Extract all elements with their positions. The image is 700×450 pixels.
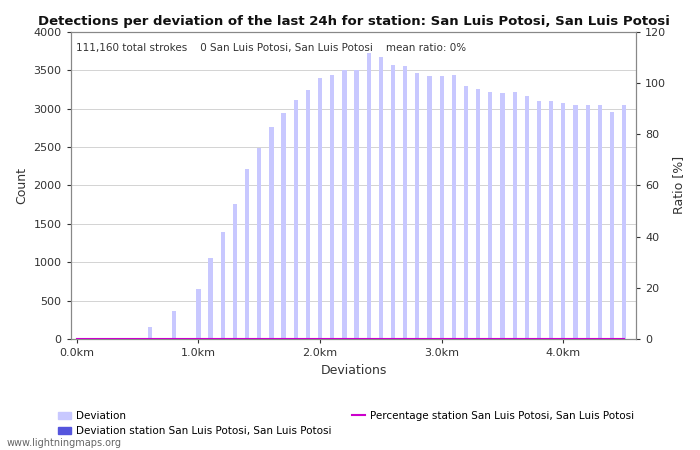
Percentage station San Luis Potosi, San Luis Potosi: [243, 336, 251, 342]
Bar: [622, 105, 626, 339]
Bar: [415, 73, 419, 339]
Percentage station San Luis Potosi, San Luis Potosi: [426, 336, 434, 342]
Bar: [610, 112, 614, 339]
Percentage station San Luis Potosi, San Luis Potosi: [340, 336, 349, 342]
Bar: [512, 92, 517, 339]
Percentage station San Luis Potosi, San Luis Potosi: [304, 336, 312, 342]
Bar: [561, 104, 566, 339]
Bar: [318, 78, 322, 339]
Bar: [172, 310, 176, 339]
Percentage station San Luis Potosi, San Luis Potosi: [255, 336, 263, 342]
Percentage station San Luis Potosi, San Luis Potosi: [365, 336, 373, 342]
Bar: [245, 169, 249, 339]
Bar: [293, 100, 298, 339]
Bar: [330, 75, 335, 339]
Bar: [598, 105, 602, 339]
Percentage station San Luis Potosi, San Luis Potosi: [121, 336, 130, 342]
Bar: [257, 148, 261, 339]
Percentage station San Luis Potosi, San Luis Potosi: [596, 336, 604, 342]
X-axis label: Deviations: Deviations: [321, 364, 386, 377]
Percentage station San Luis Potosi, San Luis Potosi: [583, 336, 592, 342]
Bar: [440, 76, 444, 339]
Percentage station San Luis Potosi, San Luis Potosi: [620, 336, 629, 342]
Percentage station San Luis Potosi, San Luis Potosi: [158, 336, 166, 342]
Bar: [500, 93, 505, 339]
Percentage station San Luis Potosi, San Luis Potosi: [498, 336, 507, 342]
Bar: [403, 67, 407, 339]
Percentage station San Luis Potosi, San Luis Potosi: [523, 336, 531, 342]
Bar: [270, 127, 274, 339]
Percentage station San Luis Potosi, San Luis Potosi: [170, 336, 178, 342]
Title: Detections per deviation of the last 24h for station: San Luis Potosi, San Luis : Detections per deviation of the last 24h…: [38, 15, 669, 28]
Percentage station San Luis Potosi, San Luis Potosi: [73, 336, 81, 342]
Bar: [281, 112, 286, 339]
Bar: [573, 105, 578, 339]
Percentage station San Luis Potosi, San Luis Potosi: [413, 336, 421, 342]
Percentage station San Luis Potosi, San Luis Potosi: [267, 336, 276, 342]
Percentage station San Luis Potosi, San Luis Potosi: [389, 336, 397, 342]
Bar: [549, 101, 553, 339]
Percentage station San Luis Potosi, San Luis Potosi: [97, 336, 105, 342]
Bar: [148, 327, 152, 339]
Percentage station San Luis Potosi, San Luis Potosi: [291, 336, 300, 342]
Percentage station San Luis Potosi, San Luis Potosi: [218, 336, 227, 342]
Text: www.lightningmaps.org: www.lightningmaps.org: [7, 438, 122, 448]
Percentage station San Luis Potosi, San Luis Potosi: [535, 336, 543, 342]
Bar: [525, 96, 529, 339]
Y-axis label: Ratio [%]: Ratio [%]: [672, 156, 685, 215]
Bar: [367, 54, 371, 339]
Percentage station San Luis Potosi, San Luis Potosi: [608, 336, 616, 342]
Percentage station San Luis Potosi, San Luis Potosi: [109, 336, 118, 342]
Bar: [585, 105, 590, 339]
Percentage station San Luis Potosi, San Luis Potosi: [401, 336, 410, 342]
Percentage station San Luis Potosi, San Luis Potosi: [146, 336, 154, 342]
Percentage station San Luis Potosi, San Luis Potosi: [316, 336, 324, 342]
Bar: [379, 57, 383, 339]
Percentage station San Luis Potosi, San Luis Potosi: [462, 336, 470, 342]
Percentage station San Luis Potosi, San Luis Potosi: [377, 336, 385, 342]
Percentage station San Luis Potosi, San Luis Potosi: [486, 336, 494, 342]
Y-axis label: Count: Count: [15, 167, 28, 204]
Percentage station San Luis Potosi, San Luis Potosi: [182, 336, 190, 342]
Percentage station San Luis Potosi, San Luis Potosi: [571, 336, 580, 342]
Legend: Deviation, Deviation station San Luis Potosi, San Luis Potosi, Percentage statio: Deviation, Deviation station San Luis Po…: [54, 407, 638, 440]
Bar: [220, 232, 225, 339]
Bar: [196, 289, 200, 339]
Percentage station San Luis Potosi, San Luis Potosi: [474, 336, 482, 342]
Bar: [452, 75, 456, 339]
Percentage station San Luis Potosi, San Luis Potosi: [194, 336, 202, 342]
Bar: [537, 101, 541, 339]
Percentage station San Luis Potosi, San Luis Potosi: [328, 336, 337, 342]
Percentage station San Luis Potosi, San Luis Potosi: [510, 336, 519, 342]
Percentage station San Luis Potosi, San Luis Potosi: [206, 336, 215, 342]
Bar: [354, 70, 358, 339]
Text: 111,160 total strokes    0 San Luis Potosi, San Luis Potosi    mean ratio: 0%: 111,160 total strokes 0 San Luis Potosi,…: [76, 43, 466, 53]
Bar: [476, 89, 480, 339]
Bar: [428, 76, 432, 339]
Percentage station San Luis Potosi, San Luis Potosi: [547, 336, 555, 342]
Bar: [488, 92, 493, 339]
Bar: [209, 257, 213, 339]
Bar: [464, 86, 468, 339]
Percentage station San Luis Potosi, San Luis Potosi: [352, 336, 361, 342]
Percentage station San Luis Potosi, San Luis Potosi: [559, 336, 568, 342]
Percentage station San Luis Potosi, San Luis Potosi: [449, 336, 458, 342]
Percentage station San Luis Potosi, San Luis Potosi: [85, 336, 93, 342]
Bar: [342, 70, 346, 339]
Percentage station San Luis Potosi, San Luis Potosi: [231, 336, 239, 342]
Percentage station San Luis Potosi, San Luis Potosi: [134, 336, 142, 342]
Bar: [391, 65, 395, 339]
Percentage station San Luis Potosi, San Luis Potosi: [438, 336, 446, 342]
Percentage station San Luis Potosi, San Luis Potosi: [279, 336, 288, 342]
Bar: [306, 90, 310, 339]
Bar: [233, 204, 237, 339]
